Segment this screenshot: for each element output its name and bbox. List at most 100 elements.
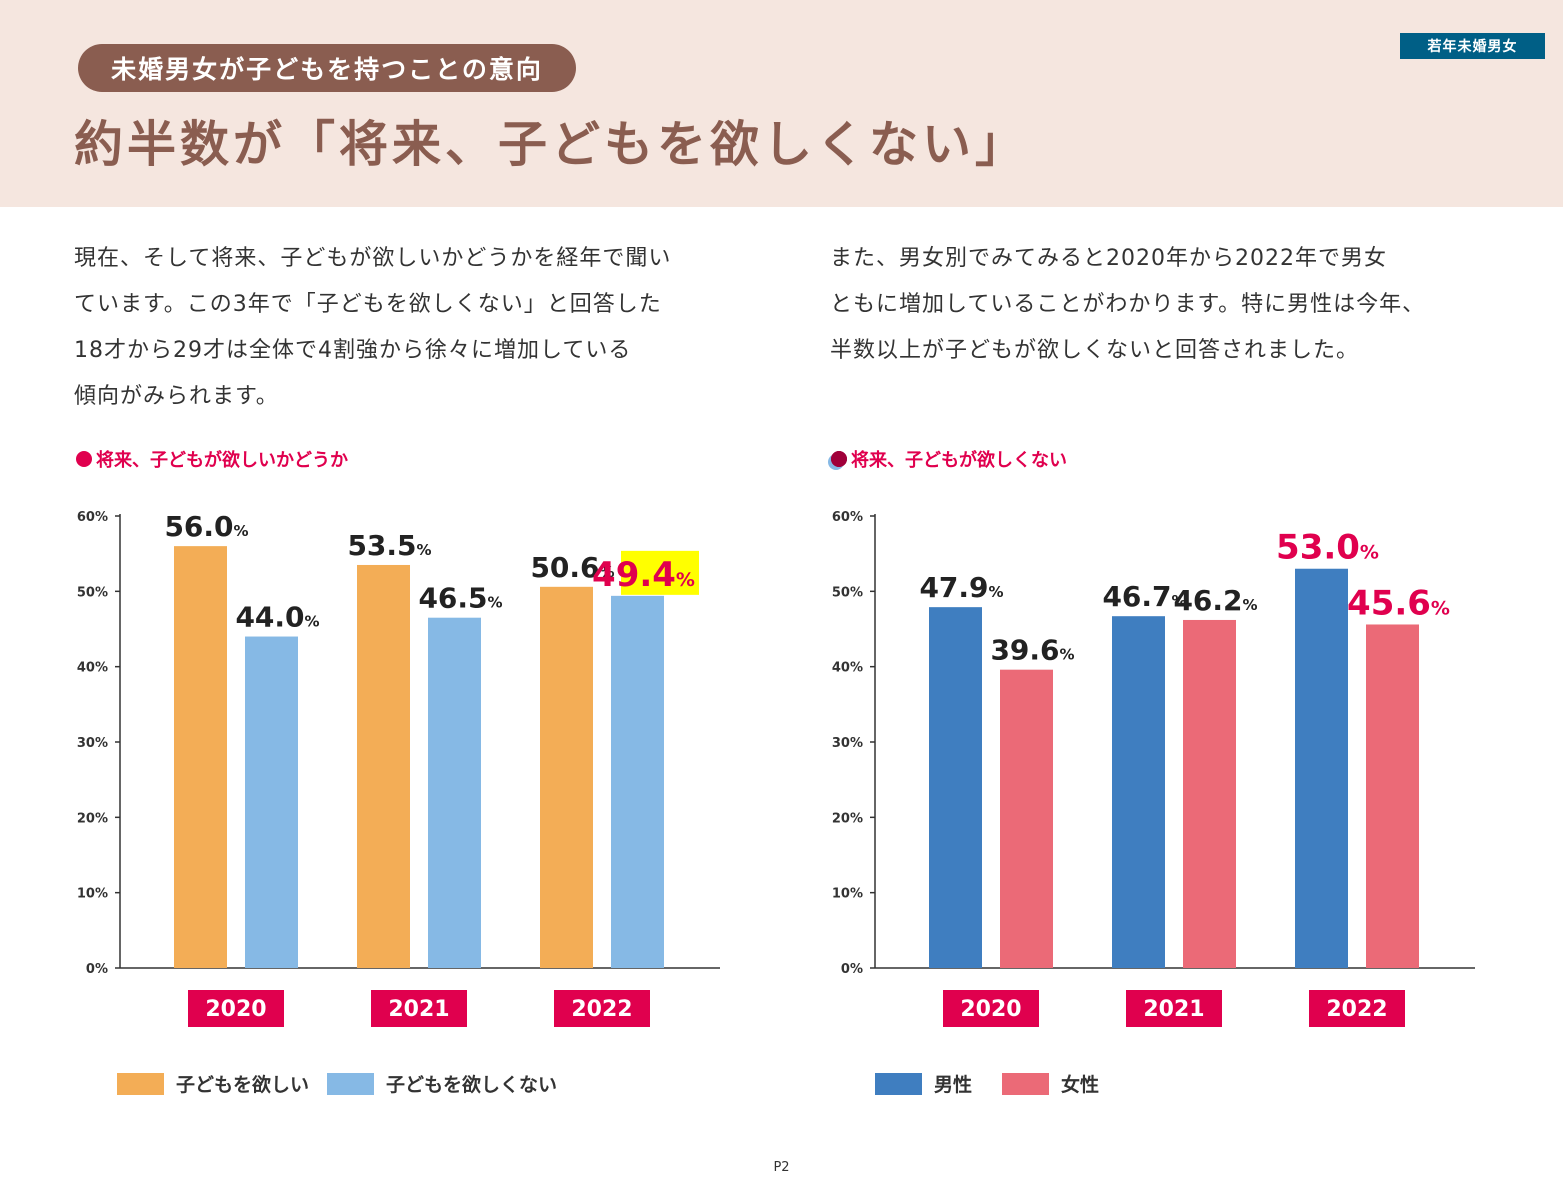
value-label-unit: % (305, 613, 320, 631)
value-label: 53.5% (347, 529, 431, 562)
value-label-number: 46.2 (1173, 584, 1242, 617)
value-label-unit: % (488, 594, 503, 612)
left-paragraph: 現在、そして将来、子どもが欲しいかどうかを経年で聞い ています。この3年で「子ど… (74, 236, 671, 420)
year-label: 2021 (1143, 997, 1204, 1022)
value-label-group: 46.7% (1102, 580, 1186, 613)
bar (357, 564, 410, 968)
year-label: 2020 (960, 997, 1021, 1022)
year-badge (1309, 990, 1405, 1027)
legend-swatch (1002, 1072, 1050, 1095)
value-label: 46.5% (418, 582, 502, 615)
value-label: 46.7% (1102, 580, 1186, 613)
value-label-number: 47.9 (919, 571, 988, 604)
paragraph-line: 現在、そして将来、子どもが欲しいかどうかを経年で聞い (74, 246, 672, 271)
legend-label: 子どもを欲しい (176, 1074, 310, 1096)
year-badge (554, 990, 650, 1027)
value-label-unit: % (1431, 597, 1450, 619)
value-label-number: 46.7 (1102, 580, 1171, 613)
paragraph-line: ています。この3年で「子どもを欲しくない」と回答した (74, 292, 662, 317)
value-label: 49.4% (592, 555, 695, 595)
value-label-unit: % (600, 563, 615, 581)
bar (245, 636, 298, 968)
bar (1000, 669, 1053, 968)
year-badge (371, 990, 467, 1027)
paragraph-line: また、男女別でみてみると2020年から2022年で男女 (830, 246, 1387, 271)
chart-title-text: 将来、子どもが欲しくない (851, 450, 1067, 471)
legend-swatch (117, 1072, 164, 1095)
legend-swatch (327, 1072, 375, 1095)
page-headline: 約半数が「将来、子どもを欲しくない」 (74, 116, 1029, 173)
legend-label: 子どもを欲しくない (386, 1074, 558, 1096)
value-label: 39.6% (990, 634, 1074, 667)
bar-chart-left: 0%10%20%30%40%50%60% 56.0%44.0%202053.5%4… (77, 510, 720, 1027)
value-label-number: 53.0 (1276, 528, 1360, 568)
value-label-number: 56.0 (164, 510, 233, 543)
bar (611, 595, 664, 968)
year-badge (188, 990, 284, 1027)
bar (540, 586, 593, 968)
category-tag: 若年未婚男女 (1400, 33, 1545, 59)
bar (929, 607, 982, 968)
y-tick-label: 40% (832, 661, 863, 676)
bar (428, 617, 481, 968)
bullet-dot-icon (831, 451, 847, 467)
value-label: 44.0% (235, 601, 319, 634)
value-label: 46.2% (1173, 584, 1257, 617)
value-label-number: 44.0 (235, 601, 304, 634)
y-tick-label: 50% (832, 585, 863, 600)
value-label-unit: % (1172, 592, 1187, 610)
paragraph-line: 半数以上が子どもが欲しくないと回答されました。 (830, 338, 1360, 363)
bar (1183, 619, 1236, 968)
value-label-group: 47.9% (919, 571, 1003, 604)
year-label: 2021 (388, 997, 449, 1022)
value-label-group: 56.0% (164, 510, 248, 543)
value-label-unit: % (1060, 646, 1075, 664)
y-tick-label: 0% (841, 962, 863, 977)
value-label-number: 45.6 (1347, 583, 1431, 623)
year-label: 2020 (205, 997, 266, 1022)
y-tick-label: 60% (77, 510, 108, 525)
right-paragraph: また、男女別でみてみると2020年から2022年で男女 ともに増加していることが… (830, 236, 1425, 374)
legend-swatch (875, 1072, 922, 1095)
section-pill: 未婚男女が子どもを持つことの意向 (78, 44, 576, 92)
chart-title-left: 将来、子どもが欲しいかどうか (76, 446, 348, 472)
value-label-unit: % (989, 583, 1004, 601)
legend-item: 女性 (1002, 1070, 1099, 1097)
value-label-group: 49.4% (592, 550, 699, 595)
year-badge (943, 990, 1039, 1027)
value-label-group: 53.5% (347, 529, 431, 562)
y-tick-label: 10% (77, 887, 108, 902)
year-label: 2022 (1326, 997, 1387, 1022)
value-label-unit: % (1360, 542, 1379, 564)
y-tick-label: 0% (86, 962, 108, 977)
header-band: 未婚男女が子どもを持つことの意向 若年未婚男女 約半数が「将来、子どもを欲しくな… (0, 0, 1563, 207)
value-label-group: 44.0% (235, 601, 319, 634)
legend-right: 男性 女性 (875, 1070, 1117, 1097)
value-label-group: 53.0% (1276, 528, 1379, 568)
y-tick-label: 10% (832, 887, 863, 902)
y-tick-label: 20% (77, 811, 108, 826)
value-label: 56.0% (164, 510, 248, 543)
paragraph-line: 18才から29才は全体で4割強から徐々に増加している (74, 338, 632, 363)
bar (1295, 568, 1348, 968)
value-label-group: 39.6% (990, 634, 1074, 667)
y-tick-label: 50% (77, 585, 108, 600)
value-label-number: 39.6 (990, 634, 1059, 667)
year-label: 2022 (571, 997, 632, 1022)
value-label: 53.0% (1276, 528, 1379, 568)
bullet-dot-icon (76, 451, 92, 467)
value-label: 45.6% (1347, 583, 1450, 623)
bar-chart-right: 0%10%20%30%40%50%60%47.9%39.6%202046.7%4… (832, 510, 1475, 1027)
value-label: 47.9% (919, 571, 1003, 604)
y-tick-label: 40% (77, 661, 108, 676)
value-label: 50.6% (530, 551, 614, 584)
legend-label: 男性 (934, 1074, 973, 1096)
legend-item: 子どもを欲しくない (327, 1070, 557, 1097)
bar (1112, 616, 1165, 968)
y-tick-label: 60% (832, 510, 863, 525)
value-label-unit: % (417, 541, 432, 559)
value-label-number: 49.4 (592, 555, 676, 595)
value-label-highlight (621, 550, 699, 595)
value-label-number: 46.5 (418, 582, 487, 615)
value-label-unit: % (234, 522, 249, 540)
